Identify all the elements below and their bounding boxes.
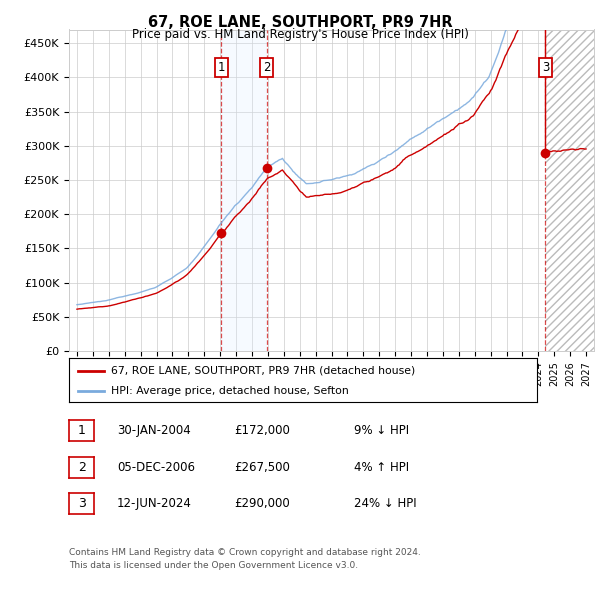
Text: 3: 3 [77, 497, 86, 510]
Text: £290,000: £290,000 [234, 497, 290, 510]
Text: £172,000: £172,000 [234, 424, 290, 437]
Text: 12-JUN-2024: 12-JUN-2024 [117, 497, 192, 510]
Text: 1: 1 [77, 424, 86, 437]
Bar [221, 30, 266, 351]
Text: 67, ROE LANE, SOUTHPORT, PR9 7HR: 67, ROE LANE, SOUTHPORT, PR9 7HR [148, 15, 452, 30]
Text: HPI: Average price, detached house, Sefton: HPI: Average price, detached house, Seft… [111, 386, 349, 396]
Text: Contains HM Land Registry data © Crown copyright and database right 2024.: Contains HM Land Registry data © Crown c… [69, 548, 421, 556]
Text: 3: 3 [542, 61, 549, 74]
Text: 2: 2 [77, 461, 86, 474]
Text: £267,500: £267,500 [234, 461, 290, 474]
Text: 2: 2 [263, 61, 271, 74]
Text: 30-JAN-2004: 30-JAN-2004 [117, 424, 191, 437]
Text: 9% ↓ HPI: 9% ↓ HPI [354, 424, 409, 437]
Text: 05-DEC-2006: 05-DEC-2006 [117, 461, 195, 474]
Text: This data is licensed under the Open Government Licence v3.0.: This data is licensed under the Open Gov… [69, 560, 358, 569]
Text: 1: 1 [218, 61, 225, 74]
Text: 67, ROE LANE, SOUTHPORT, PR9 7HR (detached house): 67, ROE LANE, SOUTHPORT, PR9 7HR (detach… [111, 366, 415, 375]
Text: 4% ↑ HPI: 4% ↑ HPI [354, 461, 409, 474]
Bar [545, 30, 594, 351]
Text: Price paid vs. HM Land Registry's House Price Index (HPI): Price paid vs. HM Land Registry's House … [131, 28, 469, 41]
Text: 24% ↓ HPI: 24% ↓ HPI [354, 497, 416, 510]
